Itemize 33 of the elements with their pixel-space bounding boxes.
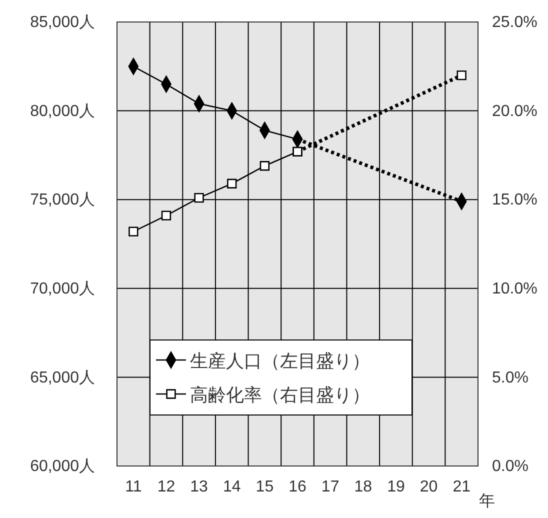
y2-tick-label: 0.0% — [492, 458, 528, 476]
x-tick-label: 15 — [256, 478, 274, 496]
y-tick-label: 80,000人 — [30, 102, 95, 120]
x-tick-label: 11 — [125, 478, 142, 496]
y2-tick-label: 5.0% — [492, 369, 528, 386]
legend-label: 高齢化率（右目盛り） — [190, 385, 370, 405]
legend-label: 生産人口（左目盛り） — [190, 351, 370, 371]
x-tick-label: 14 — [222, 478, 241, 496]
x-tick-label: 17 — [321, 478, 340, 496]
x-tick-label: 12 — [157, 478, 176, 496]
point — [227, 178, 237, 188]
point — [292, 146, 302, 156]
x-tick-label: 19 — [387, 478, 405, 496]
y-tick-label: 75,000人 — [30, 192, 95, 209]
point — [194, 192, 204, 203]
y2-tick-label: 20.0% — [492, 102, 538, 120]
point — [161, 210, 172, 220]
x-axis-title: 年 — [479, 493, 495, 510]
y-tick-label: 65,000人 — [30, 369, 95, 386]
x-tick-label: 16 — [288, 478, 306, 496]
y2-tick-label: 10.0% — [492, 280, 538, 298]
point — [456, 70, 466, 80]
x-tick-label: 18 — [354, 478, 372, 496]
point — [128, 226, 138, 236]
x-tick-label: 13 — [190, 478, 208, 496]
x-tick-label: 20 — [420, 478, 438, 496]
y2-tick-label: 15.0% — [492, 192, 538, 209]
y2-tick-label: 25.0% — [492, 14, 538, 32]
x-tick-label: 21 — [452, 478, 471, 496]
point — [260, 161, 270, 171]
y-tick-label: 60,000人 — [30, 458, 95, 476]
y-tick-label: 70,000人 — [30, 280, 95, 298]
y-tick-label: 85,000人 — [30, 14, 95, 32]
